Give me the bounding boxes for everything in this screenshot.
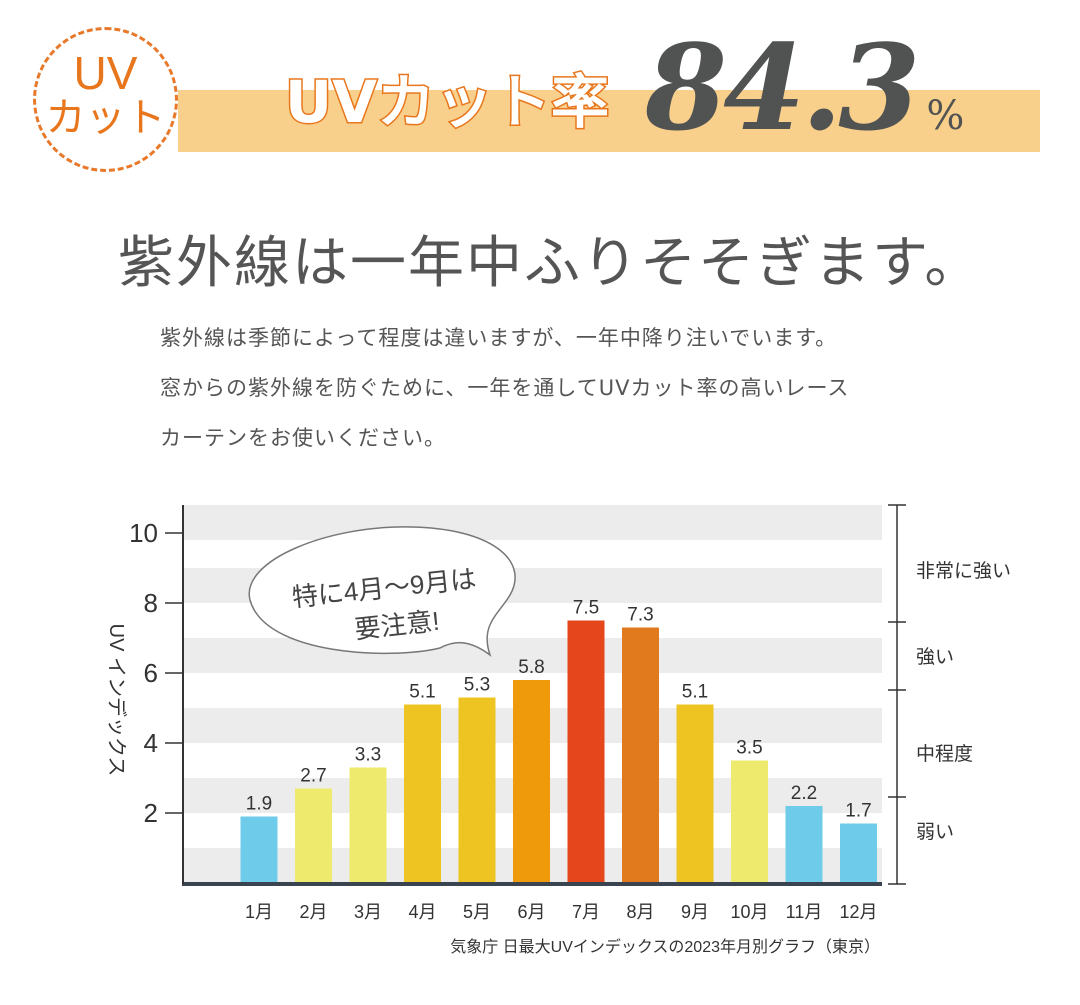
y-tick-label: 6: [144, 658, 158, 688]
x-tick-label: 1月: [245, 902, 273, 922]
grid-stripe: [184, 505, 882, 540]
x-tick-label: 8月: [626, 902, 654, 922]
x-tick-label: 4月: [408, 902, 436, 922]
header-band: [178, 90, 1040, 152]
x-tick-label: 6月: [517, 902, 545, 922]
bar: [295, 788, 332, 883]
bar-value-label: 5.1: [682, 682, 708, 703]
bar: [676, 704, 714, 883]
bar: [731, 760, 768, 883]
bar: [240, 816, 278, 883]
x-tick-label: 12月: [839, 902, 877, 922]
bar-value-label: 5.3: [464, 675, 490, 696]
y-tick-label: 2: [144, 798, 158, 828]
y-tick-label: 4: [144, 728, 158, 758]
body-line-1: 紫外線は季節によって程度は違いますが、一年中降り注いでいます。: [160, 326, 838, 350]
bar: [513, 680, 550, 883]
uv-cut-badge: UV カット: [33, 27, 178, 172]
source-note: 気象庁 日最大UVインデックスの2023年月別グラフ（東京）: [450, 937, 880, 956]
badge-line2: カット: [45, 96, 166, 140]
bar: [622, 627, 659, 883]
bar-value-label: 5.8: [518, 657, 544, 678]
bar-value-label: 3.5: [736, 738, 762, 759]
bar-value-label: 2.2: [791, 783, 817, 804]
bar: [840, 823, 877, 883]
y-tick-label: 8: [144, 588, 158, 618]
body-line-3: カーテンをお使いください。: [160, 426, 446, 450]
level-strong: 強い: [916, 646, 954, 668]
x-tick-label: 7月: [572, 902, 600, 922]
x-tick-label: 3月: [354, 902, 382, 922]
bar-value-label: 1.9: [246, 794, 272, 815]
cut-rate: 84.3 %: [645, 18, 964, 158]
grid-stripe: [184, 638, 882, 673]
x-tick-label: 9月: [681, 902, 709, 922]
bar-value-label: 7.3: [627, 605, 653, 626]
y-tick-label: 10: [129, 518, 158, 548]
level-moderate: 中程度: [916, 743, 973, 765]
badge-line1: UV: [73, 47, 138, 99]
bar: [567, 620, 605, 883]
x-tick-label: 10月: [730, 902, 768, 922]
bar-value-label: 7.5: [573, 598, 599, 619]
headline: UVカット率: [284, 67, 611, 138]
bar: [785, 806, 823, 883]
bar: [349, 767, 387, 883]
level-weak: 弱い: [916, 822, 954, 843]
x-tick-label: 5月: [463, 902, 491, 922]
level-very-strong: 非常に強い: [916, 560, 1011, 582]
y-axis-label: UV インデックス: [105, 624, 128, 777]
bar-value-label: 1.7: [845, 801, 871, 822]
body-line-2: 窓からの紫外線を防ぐために、一年を通してUVカット率の高いレース: [160, 376, 850, 400]
callout-bubble: 特に4月〜9月は 要注意!: [248, 526, 516, 658]
bar-value-label: 3.3: [355, 745, 381, 766]
bar-value-label: 5.1: [409, 682, 435, 703]
cut-rate-unit: %: [926, 93, 965, 139]
x-tick-label: 2月: [299, 902, 327, 922]
bar: [458, 697, 496, 883]
x-tick-label: 11月: [786, 902, 823, 922]
subtitle: 紫外線は一年中ふりそそぎます。: [118, 231, 983, 296]
cut-rate-value: 84.3: [645, 18, 920, 157]
bar: [404, 704, 441, 883]
bar-value-label: 2.7: [300, 766, 326, 787]
level-scale: [888, 504, 906, 885]
